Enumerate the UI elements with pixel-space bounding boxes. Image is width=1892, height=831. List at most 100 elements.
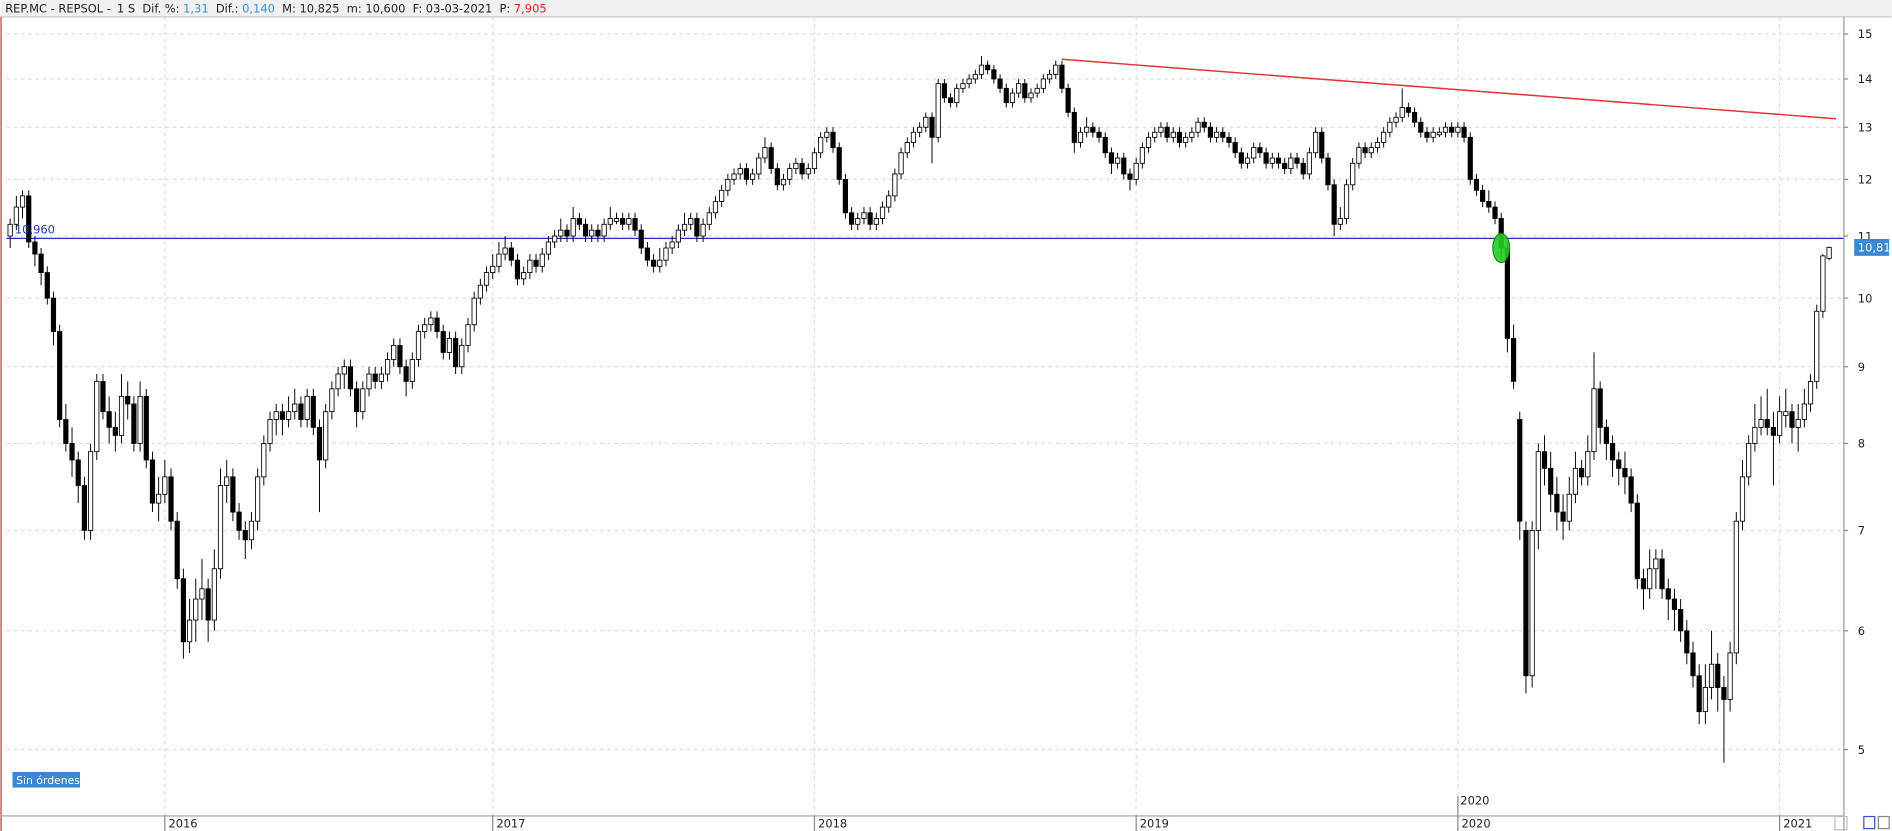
candle-body <box>1090 126 1096 133</box>
candle-body <box>32 241 38 255</box>
candle-body <box>267 419 273 444</box>
x-tick-label: 2020 <box>1462 816 1491 830</box>
orders-button[interactable] <box>12 771 81 788</box>
candle-body <box>100 380 106 413</box>
trendline <box>1061 58 1836 120</box>
candle-body <box>514 259 521 280</box>
candle-body <box>1381 131 1387 143</box>
candle-body <box>1009 92 1016 104</box>
candle-body <box>1436 131 1442 136</box>
y-tick-label: 9 <box>1858 360 1865 374</box>
candle-body <box>917 126 923 133</box>
candle-body <box>1449 126 1455 133</box>
candle-body <box>1585 451 1591 478</box>
candle-body <box>966 78 972 85</box>
candle-body <box>706 212 712 225</box>
candle-body <box>613 218 620 222</box>
candle-body <box>1183 136 1189 143</box>
candle-body <box>1207 126 1214 138</box>
candle-body <box>378 373 384 382</box>
candle-body <box>1597 388 1603 428</box>
candle-body <box>1065 87 1071 113</box>
candle-body <box>1214 131 1220 138</box>
candle-body <box>248 520 255 541</box>
candle-body <box>873 218 879 225</box>
candle-body <box>749 173 756 180</box>
candle-body <box>719 189 725 202</box>
candle-body <box>582 223 589 237</box>
candle-body <box>1777 411 1783 436</box>
candle-body <box>978 64 985 75</box>
x-tick-label: 2021 <box>1783 816 1812 830</box>
candle-body <box>898 152 904 175</box>
candle-body <box>1269 157 1275 164</box>
candle-body <box>1059 64 1065 89</box>
candle-body <box>38 253 44 273</box>
candle-body <box>688 218 694 225</box>
candle-body <box>1368 147 1374 154</box>
candle-body <box>242 530 248 541</box>
candle-body <box>935 83 941 138</box>
orders-label[interactable]: Sin órdenes <box>16 774 80 787</box>
candle-body <box>1659 558 1665 590</box>
candle-body <box>156 493 162 504</box>
candle-body <box>1461 126 1467 138</box>
candle-body <box>731 173 737 180</box>
candle-body <box>1356 147 1362 164</box>
candle-body <box>1572 467 1579 495</box>
candle-body <box>1411 111 1418 123</box>
candle-body <box>1510 337 1517 382</box>
candle-body <box>830 131 836 149</box>
candle-body <box>217 485 224 570</box>
candle-body <box>149 459 156 504</box>
candle-body <box>490 265 496 273</box>
candle-body <box>162 476 168 495</box>
candle-body <box>199 588 205 600</box>
field-label: m: <box>347 2 362 16</box>
last-price-label: 10,81 <box>1858 241 1891 255</box>
candle-body <box>174 520 180 580</box>
candle-body <box>1275 157 1282 164</box>
candle-body <box>1764 419 1770 428</box>
candle-body <box>1746 443 1752 478</box>
candle-body <box>997 78 1003 89</box>
candle-body <box>230 476 236 513</box>
candle-body <box>1343 184 1350 219</box>
save-icon[interactable] <box>1863 815 1876 830</box>
candle-body <box>1176 131 1183 143</box>
candle-body <box>1121 157 1127 175</box>
candle-body <box>768 147 774 170</box>
y-tick-label: 13 <box>1858 120 1873 134</box>
icon[interactable] <box>1834 815 1848 831</box>
candle-body <box>1084 126 1090 133</box>
candle-body <box>323 411 329 461</box>
candle-body <box>1145 136 1152 149</box>
candle-body <box>403 366 409 382</box>
icon[interactable] <box>1877 815 1890 830</box>
candle-body <box>1752 426 1758 444</box>
candle-body <box>1795 419 1801 428</box>
candle-body <box>1473 178 1480 191</box>
candle-body <box>1220 131 1226 138</box>
candle-body <box>947 97 954 104</box>
candle-body <box>799 162 805 175</box>
y-tick-label: 5 <box>1858 743 1865 757</box>
candle-body <box>1591 388 1597 453</box>
candle-body <box>1362 147 1368 154</box>
x-tick-label: 2017 <box>496 816 525 830</box>
candle-body <box>1628 476 1634 504</box>
candle-body <box>75 459 81 486</box>
candle-body <box>391 344 397 360</box>
candle-body <box>1678 609 1684 632</box>
candle-body <box>1046 73 1053 80</box>
candle-body <box>1640 578 1647 590</box>
y-tick-label: 12 <box>1858 173 1873 187</box>
candle-body <box>694 218 700 237</box>
candle-body <box>1077 131 1084 143</box>
candle-body <box>341 366 347 375</box>
candle-body <box>818 136 824 154</box>
candle-body <box>1609 443 1616 461</box>
candle-body <box>1028 92 1034 99</box>
candle-body <box>1455 126 1461 133</box>
candle-body <box>118 395 125 436</box>
